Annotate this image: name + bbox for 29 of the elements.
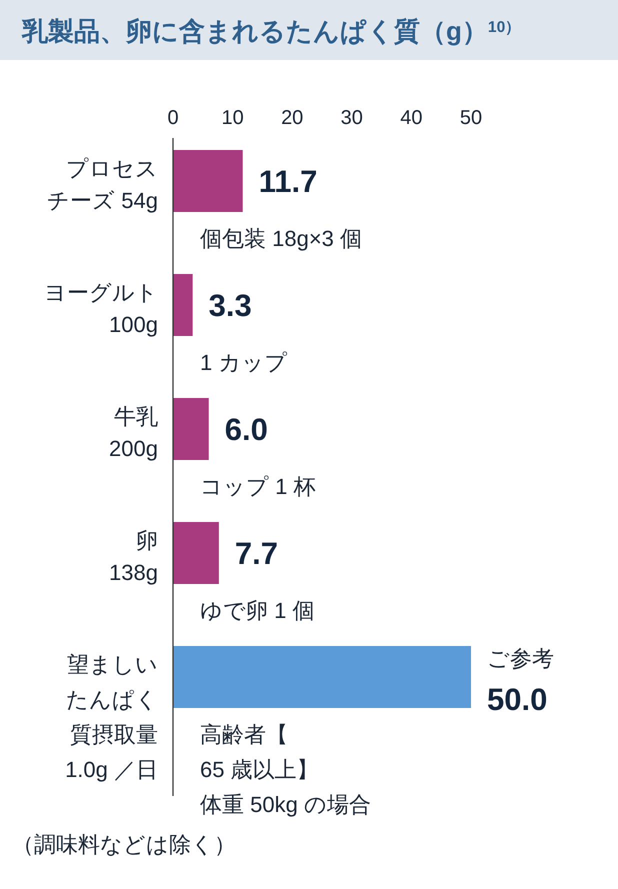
annotation: 個包装 18g×3 個	[200, 226, 362, 251]
y-tick-label: 卵138g	[109, 528, 158, 585]
y-tick-label: プロセスチーズ 54g	[47, 156, 158, 213]
annotation: ゆで卵 1 個	[200, 598, 314, 623]
x-tick-label: 30	[340, 107, 363, 129]
bar	[173, 522, 219, 584]
data-label: 3.3	[208, 288, 252, 324]
chart-title: 乳製品、卵に含まれるたんぱく質（g）$^{10）}$	[21, 16, 522, 46]
annotation: コップ 1 杯	[200, 474, 316, 499]
x-tick-label: 10	[221, 107, 244, 129]
annotation: ご参考	[487, 646, 554, 671]
x-tick-label: 0	[167, 107, 179, 129]
x-tick-label: 40	[400, 107, 423, 129]
data-label: 6.0	[224, 412, 268, 448]
y-tick-label: ヨーグルト100g	[44, 280, 158, 337]
data-label: 50.0	[487, 682, 548, 718]
x-tick-label: 50	[460, 107, 482, 129]
annotation: 1 カップ	[200, 350, 288, 375]
x-tick-label: 20	[281, 107, 304, 129]
bar	[173, 150, 243, 212]
bar	[173, 398, 209, 460]
data-label: 11.7	[258, 164, 318, 200]
text: （調味料などは除く）	[12, 832, 236, 857]
bar	[173, 274, 193, 336]
bar	[173, 646, 471, 708]
data-label: 7.7	[234, 536, 278, 572]
y-tick-label: 牛乳200g	[109, 404, 158, 461]
annotation: 高齢者【65 歳以上】体重 50kg の場合	[200, 722, 371, 817]
y-tick-label: 望ましいたんぱく質摂取量1.0g ／日	[65, 652, 158, 782]
